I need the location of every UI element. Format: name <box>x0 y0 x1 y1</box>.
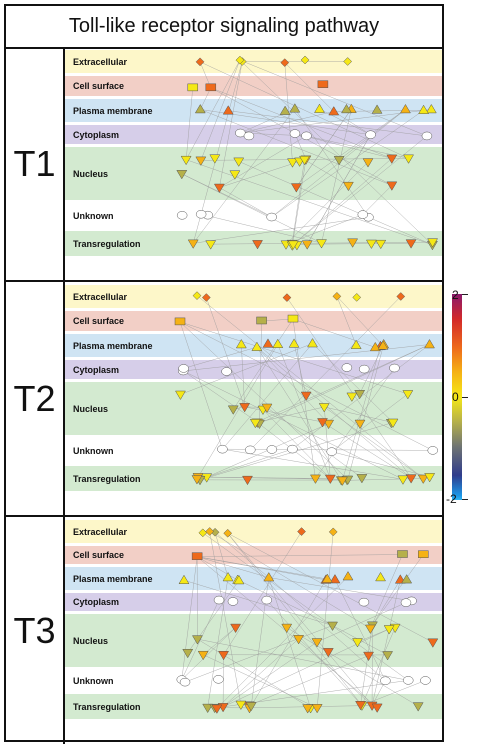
lane-label: Plasma membrane <box>73 105 153 116</box>
lane-label: Extracellular <box>73 56 128 67</box>
lane-plasma-membrane: Plasma membrane <box>65 334 442 357</box>
lane-cell-surface: Cell surface <box>65 76 442 96</box>
lane-label: Unknown <box>73 210 114 221</box>
lane-label: Unknown <box>73 445 114 456</box>
lane-cytoplasm: Cytoplasm <box>65 593 442 611</box>
panel-label: T2 <box>6 282 65 515</box>
scale-tick-label: 2 <box>452 288 459 302</box>
lane-cytoplasm: Cytoplasm <box>65 360 442 379</box>
lane-cytoplasm: Cytoplasm <box>65 125 442 144</box>
lane-label: Unknown <box>73 675 114 686</box>
lane-label: Cytoplasm <box>73 597 120 607</box>
lane-label: Transregulation <box>73 473 141 484</box>
lane-label: Transregulation <box>73 701 141 712</box>
scale-tick <box>462 397 468 398</box>
lane-label: Cell surface <box>73 550 125 560</box>
lane-nucleus: Nucleus <box>65 614 442 667</box>
lanes: Extracellular Cell surface Plasma membrane… <box>65 47 442 280</box>
lane-label: Nucleus <box>73 403 109 414</box>
lane-plasma-membrane: Plasma membrane <box>65 567 442 590</box>
lane-unknown: Unknown <box>65 670 442 691</box>
lane-label: Extracellular <box>73 526 128 537</box>
pathway-figure: Toll-like receptor signaling pathway T1 … <box>4 4 444 744</box>
lanes: Extracellular Cell surface Plasma membrane… <box>65 282 442 515</box>
lane-cell-surface: Cell surface <box>65 311 442 331</box>
lane-label: Cell surface <box>73 81 125 91</box>
lane-nucleus: Nucleus <box>65 382 442 435</box>
lane-nucleus: Nucleus <box>65 147 442 200</box>
panel-label: T3 <box>6 517 65 744</box>
lane-unknown: Unknown <box>65 438 442 463</box>
lane-label: Nucleus <box>73 168 109 179</box>
scale-tick-label: -2 <box>446 492 457 506</box>
lane-transregulation: Transregulation <box>65 231 442 256</box>
lane-unknown: Unknown <box>65 203 442 228</box>
lanes: Extracellular Cell surface Plasma membrane… <box>65 517 442 744</box>
color-scale-bar <box>452 294 462 500</box>
panel-label: T1 <box>6 47 65 280</box>
lane-label: Plasma membrane <box>73 573 153 584</box>
panel-t2: T2 Extracellular Cell surface Plasma membr… <box>6 282 442 517</box>
panel-t1: T1 Extracellular Cell surface Plasma membr… <box>6 47 442 282</box>
lane-plasma-membrane: Plasma membrane <box>65 99 442 122</box>
lane-transregulation: Transregulation <box>65 694 442 719</box>
lane-cell-surface: Cell surface <box>65 546 442 564</box>
lane-label: Transregulation <box>73 238 141 249</box>
lane-label: Cytoplasm <box>73 364 120 375</box>
panel-t3: T3 Extracellular Cell surface Plasma membr… <box>6 517 442 744</box>
lane-label: Extracellular <box>73 291 128 302</box>
lane-extracellular: Extracellular <box>65 50 442 73</box>
lane-label: Cytoplasm <box>73 129 120 140</box>
color-scale: 2 0 -2 <box>446 288 497 506</box>
figure-title: Toll-like receptor signaling pathway <box>6 6 442 49</box>
lane-label: Plasma membrane <box>73 340 153 351</box>
scale-tick <box>462 499 468 500</box>
lane-transregulation: Transregulation <box>65 466 442 491</box>
lane-extracellular: Extracellular <box>65 285 442 308</box>
scale-tick-label: 0 <box>452 390 459 404</box>
scale-tick <box>462 294 468 295</box>
lane-extracellular: Extracellular <box>65 520 442 543</box>
lane-label: Cell surface <box>73 316 125 326</box>
lane-label: Nucleus <box>73 635 109 646</box>
